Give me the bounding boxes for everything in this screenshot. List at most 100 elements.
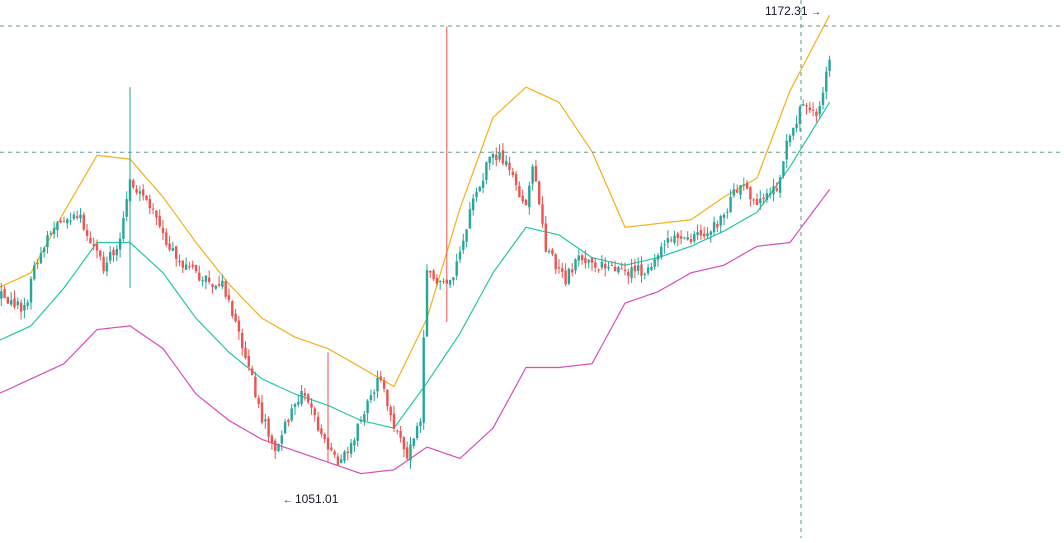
candle-body	[736, 190, 739, 193]
candle	[646, 263, 650, 276]
candle-body	[772, 186, 775, 195]
candle	[181, 260, 184, 274]
candle	[755, 193, 759, 206]
candle	[567, 267, 571, 286]
candle-body	[640, 264, 643, 276]
upper-band-line	[0, 14, 831, 388]
candle-body	[52, 228, 56, 234]
candle-body	[373, 392, 376, 394]
candle	[432, 268, 435, 282]
candle-body	[224, 281, 227, 297]
high-price-arrow: →	[811, 7, 821, 18]
candle-body	[69, 220, 72, 222]
candle	[244, 341, 247, 360]
candle-body	[112, 249, 115, 256]
candle-body	[43, 247, 46, 253]
candle	[422, 330, 425, 430]
candle	[445, 26, 448, 322]
candle-body	[792, 127, 795, 136]
candle-body	[448, 280, 452, 285]
candle-body	[198, 272, 201, 281]
candle-body	[613, 266, 617, 272]
candle-body	[241, 333, 244, 349]
candle-body	[557, 267, 561, 269]
candle	[293, 402, 297, 415]
candle	[693, 231, 696, 244]
candle-body	[554, 254, 557, 270]
candle-body	[79, 214, 82, 219]
candle	[534, 159, 538, 182]
candle	[221, 274, 224, 290]
candle-body	[495, 154, 498, 161]
candle	[584, 250, 587, 269]
candle	[508, 156, 511, 176]
candle	[745, 180, 749, 190]
candle-body	[567, 268, 571, 284]
candle-body	[105, 262, 109, 272]
candle-body	[828, 59, 831, 71]
candle	[66, 217, 69, 229]
candle	[825, 66, 828, 100]
candle	[679, 230, 683, 245]
candle-body	[547, 251, 551, 253]
candle-body	[574, 259, 577, 271]
candle	[600, 255, 604, 271]
candle-body	[703, 233, 706, 237]
candle	[62, 216, 66, 223]
candle	[686, 231, 689, 241]
candle-body	[825, 71, 828, 92]
candle-body	[821, 92, 825, 105]
candle-body	[208, 277, 211, 282]
candle	[637, 257, 640, 276]
candle	[689, 233, 693, 245]
candle	[650, 262, 653, 272]
candle	[531, 164, 534, 191]
candle	[382, 376, 386, 393]
candle-body	[396, 430, 399, 432]
candle-body	[6, 297, 10, 304]
candle-body	[472, 198, 475, 211]
candle-body	[643, 273, 646, 275]
candle	[541, 196, 544, 228]
candle	[488, 156, 491, 170]
candle-body	[194, 265, 198, 272]
candle-body	[161, 228, 165, 234]
candle	[762, 193, 765, 205]
candle-body	[181, 260, 184, 268]
candle	[716, 220, 719, 232]
candle-body	[544, 223, 547, 252]
candle	[224, 279, 227, 299]
candle	[498, 144, 501, 163]
candle	[798, 105, 802, 132]
candle	[409, 437, 412, 469]
candle-body	[683, 237, 686, 239]
candle	[759, 190, 762, 210]
candle	[439, 280, 442, 290]
candle-body	[23, 305, 26, 311]
candle	[415, 422, 419, 441]
candle	[703, 226, 706, 240]
candle-body	[422, 337, 425, 423]
candle	[521, 190, 524, 204]
candle	[214, 284, 217, 290]
candle-body	[521, 195, 524, 202]
candle	[6, 296, 10, 304]
candle	[399, 426, 402, 443]
candle	[805, 103, 808, 115]
candle-body	[722, 214, 726, 218]
candle	[610, 261, 613, 267]
candle-body	[775, 188, 778, 191]
candle	[742, 177, 745, 191]
candle	[217, 275, 221, 288]
candle-body	[171, 248, 175, 251]
candle-body	[82, 214, 85, 230]
candle-body	[511, 171, 514, 176]
candle-body	[716, 223, 719, 228]
candle	[673, 230, 676, 245]
candle	[815, 108, 818, 123]
candle	[726, 208, 729, 219]
candle	[617, 266, 620, 275]
candle-body	[46, 235, 49, 248]
candle-body	[204, 275, 208, 282]
